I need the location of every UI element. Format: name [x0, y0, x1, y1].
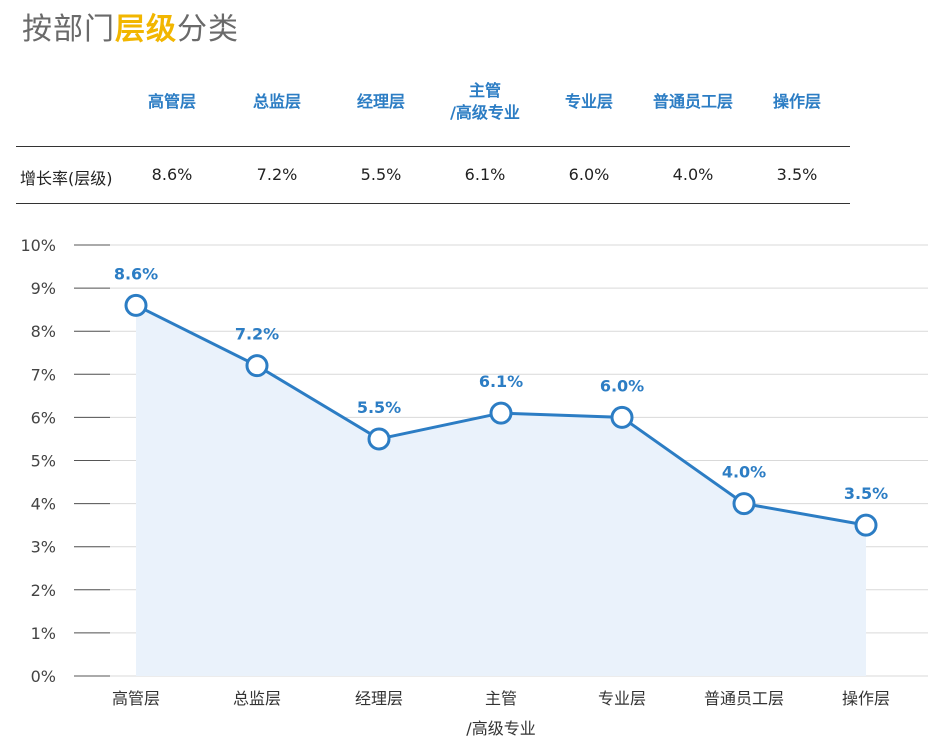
y-tick-label: 3%: [31, 538, 56, 557]
title-highlight: 层级: [115, 12, 177, 47]
data-label: 6.1%: [479, 372, 523, 391]
table-column-header: 专业层: [529, 91, 649, 113]
data-point: [245, 354, 269, 378]
table-cell: 3.5%: [776, 165, 818, 184]
table-cell: 6.1%: [464, 165, 506, 184]
table-cell: 4.0%: [672, 165, 714, 184]
data-point: [489, 401, 513, 425]
y-tick-label: 0%: [31, 667, 56, 686]
y-tick-label: 10%: [20, 236, 56, 255]
data-point: [854, 513, 878, 537]
x-tick-label: 经理层: [355, 689, 403, 708]
data-label: 6.0%: [600, 376, 644, 395]
table-column-header-line: 操作层: [772, 92, 821, 111]
table-row-label: 增长率(层级): [20, 169, 113, 188]
data-label: 4.0%: [722, 463, 766, 482]
table-column-header-line: 普通员工层: [652, 92, 733, 111]
table-column-header: 总监层: [217, 91, 337, 113]
x-tick-label: /高级专业: [466, 719, 535, 738]
table-rule-top: [16, 146, 850, 147]
y-tick-label: 8%: [31, 322, 56, 341]
data-point: [732, 492, 756, 516]
table-column-header-line: /高级专业: [450, 103, 520, 122]
data-point: [367, 427, 391, 451]
y-tick-label: 4%: [31, 495, 56, 514]
table-column-header-line: 总监层: [252, 92, 301, 111]
y-tick-label: 2%: [31, 581, 56, 600]
title-suffix: 分类: [177, 12, 239, 47]
table-rule-bottom: [16, 203, 850, 204]
table-cell: 8.6%: [151, 165, 193, 184]
area-fill: [136, 305, 866, 676]
table-column-header: 经理层: [321, 91, 441, 113]
data-point: [610, 405, 634, 429]
table-cell: 5.5%: [360, 165, 402, 184]
data-label: 5.5%: [357, 398, 401, 417]
table-column-header-line: 高管层: [147, 92, 196, 111]
table-column-header-line: 专业层: [564, 92, 613, 111]
y-tick-label: 9%: [31, 279, 56, 298]
x-tick-label: 普通员工层: [704, 689, 784, 708]
table-column-header-line: 主管: [468, 81, 501, 100]
table-cell: 7.2%: [256, 165, 298, 184]
data-label: 7.2%: [235, 325, 279, 344]
y-tick-label: 6%: [31, 408, 56, 427]
page-title: 按部门层级分类: [22, 4, 239, 48]
x-tick-label: 专业层: [598, 689, 646, 708]
x-tick-label: 操作层: [842, 689, 890, 708]
table-column-header: 操作层: [737, 91, 857, 113]
data-label: 3.5%: [844, 484, 888, 503]
table-column-header: 主管/高级专业: [425, 80, 545, 124]
y-tick-label: 5%: [31, 452, 56, 471]
y-tick-label: 1%: [31, 624, 56, 643]
y-tick-label: 7%: [31, 365, 56, 384]
x-tick-label: 高管层: [112, 689, 160, 708]
table-column-header-line: 经理层: [356, 92, 405, 111]
table-cell: 6.0%: [568, 165, 610, 184]
table-column-header: 普通员工层: [633, 91, 753, 113]
data-label: 8.6%: [114, 264, 158, 283]
x-tick-label: 主管: [485, 689, 517, 708]
table-column-header: 高管层: [112, 91, 232, 113]
x-tick-label: 总监层: [233, 689, 281, 708]
data-point: [124, 293, 148, 317]
title-prefix: 按部门: [22, 12, 115, 47]
